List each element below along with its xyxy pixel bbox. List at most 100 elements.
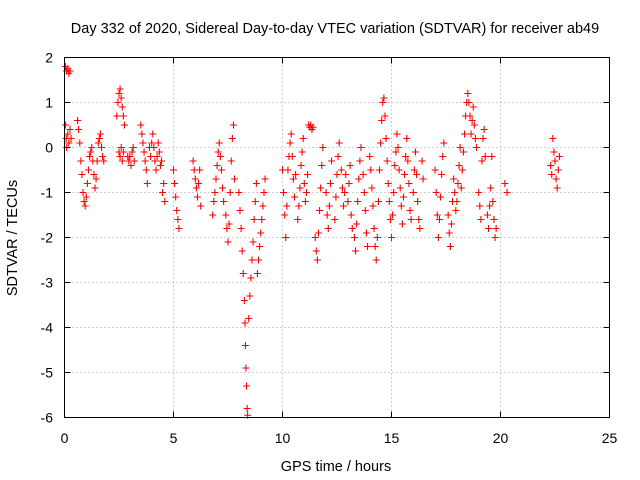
data-point bbox=[419, 175, 427, 183]
data-point bbox=[405, 180, 413, 187]
data-point bbox=[82, 193, 90, 201]
data-point bbox=[74, 117, 82, 124]
data-point bbox=[446, 243, 454, 250]
data-point bbox=[433, 211, 441, 219]
data-point bbox=[302, 189, 310, 196]
data-point bbox=[290, 193, 298, 201]
data-point bbox=[406, 207, 414, 214]
data-point bbox=[382, 135, 390, 142]
data-point bbox=[323, 211, 331, 219]
data-point bbox=[404, 157, 412, 165]
data-point bbox=[352, 247, 360, 255]
data-point bbox=[66, 67, 74, 75]
data-point bbox=[492, 225, 500, 232]
data-point bbox=[283, 202, 291, 210]
data-point bbox=[229, 121, 237, 129]
data-point bbox=[396, 184, 404, 192]
data-point bbox=[480, 126, 488, 133]
data-point bbox=[127, 162, 135, 169]
data-point bbox=[319, 144, 327, 151]
data-point bbox=[324, 225, 332, 232]
data-point bbox=[248, 256, 256, 264]
data-point bbox=[411, 148, 419, 156]
data-point bbox=[219, 184, 227, 192]
x-tick-label: 20 bbox=[493, 430, 509, 446]
data-point bbox=[338, 184, 346, 192]
grid-lines bbox=[64, 57, 610, 418]
data-point bbox=[80, 198, 88, 205]
data-point bbox=[478, 157, 486, 165]
y-tick-label: -3 bbox=[41, 275, 54, 291]
data-point bbox=[376, 166, 384, 174]
data-point bbox=[216, 153, 224, 160]
data-point bbox=[115, 90, 123, 97]
data-point bbox=[67, 135, 75, 142]
data-point bbox=[298, 148, 306, 156]
data-point bbox=[416, 225, 424, 232]
data-point bbox=[378, 117, 386, 124]
data-point bbox=[120, 121, 128, 129]
data-point bbox=[377, 139, 385, 147]
data-point bbox=[445, 229, 453, 237]
data-point bbox=[355, 175, 363, 183]
data-point bbox=[252, 180, 260, 187]
data-point bbox=[117, 94, 125, 102]
data-point bbox=[140, 148, 148, 156]
data-point bbox=[374, 198, 382, 205]
data-point bbox=[485, 225, 493, 232]
data-point bbox=[356, 157, 364, 165]
data-point bbox=[373, 234, 381, 241]
data-point bbox=[239, 270, 247, 277]
data-point bbox=[458, 166, 466, 174]
data-point bbox=[467, 130, 475, 138]
data-point bbox=[114, 99, 122, 106]
data-point bbox=[156, 162, 164, 169]
data-point bbox=[461, 130, 469, 138]
data-point bbox=[139, 139, 147, 147]
data-point bbox=[257, 229, 265, 237]
data-point bbox=[155, 148, 163, 156]
data-point bbox=[223, 225, 231, 232]
data-point bbox=[77, 157, 85, 165]
data-point bbox=[456, 144, 464, 151]
data-point bbox=[313, 256, 321, 264]
data-point bbox=[282, 234, 290, 241]
data-point bbox=[483, 211, 491, 219]
data-point bbox=[314, 229, 322, 237]
data-point bbox=[389, 211, 397, 219]
data-point bbox=[294, 216, 302, 223]
x-tick-label: 15 bbox=[384, 430, 400, 446]
data-point bbox=[470, 121, 478, 129]
data-point bbox=[444, 211, 452, 219]
data-point bbox=[447, 220, 455, 228]
data-point bbox=[364, 243, 372, 250]
data-point bbox=[392, 148, 400, 156]
data-point bbox=[395, 166, 403, 174]
data-point bbox=[296, 184, 304, 192]
data-point bbox=[227, 157, 235, 165]
data-point bbox=[249, 238, 257, 246]
data-point bbox=[549, 135, 557, 142]
data-point bbox=[138, 130, 146, 138]
data-point bbox=[451, 189, 459, 196]
data-point bbox=[172, 193, 180, 201]
data-point bbox=[175, 225, 183, 232]
data-point bbox=[237, 225, 245, 232]
data-point bbox=[241, 319, 249, 327]
data-point bbox=[173, 207, 181, 214]
data-point bbox=[361, 207, 369, 214]
data-point bbox=[99, 153, 107, 160]
data-point bbox=[91, 184, 99, 192]
data-point bbox=[380, 94, 388, 102]
data-point bbox=[409, 189, 417, 196]
data-point bbox=[171, 180, 179, 187]
data-point bbox=[345, 180, 353, 187]
data-point bbox=[454, 180, 462, 187]
data-point bbox=[210, 198, 218, 205]
data-point bbox=[403, 135, 411, 142]
data-point bbox=[141, 157, 149, 165]
data-point bbox=[486, 202, 494, 210]
y-tick-label: 1 bbox=[45, 95, 53, 111]
data-point bbox=[83, 180, 91, 187]
data-point bbox=[488, 153, 496, 160]
